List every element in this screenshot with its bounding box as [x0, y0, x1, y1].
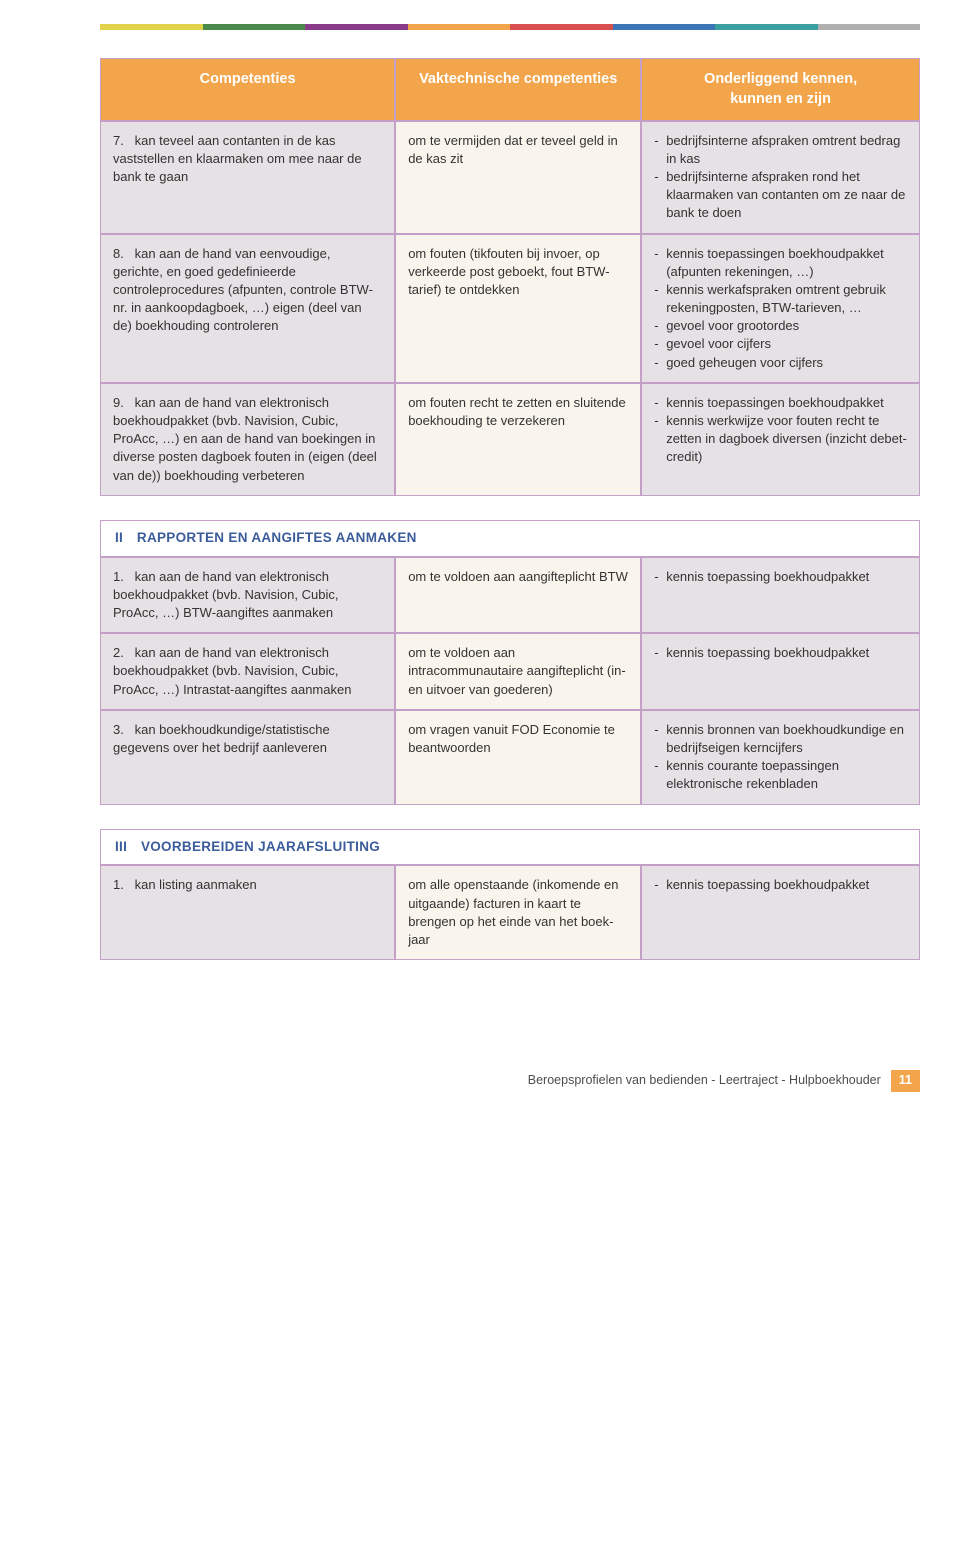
header-vaktechnische: Vaktechnische competenties — [395, 58, 641, 121]
cell-onderliggend: kennis toepassing boekhoudpakket — [641, 865, 920, 960]
header-onderliggend: Onderliggend kennen, kunnen en zijn — [641, 58, 920, 121]
cell-vaktechnisch: om alle openstaande (inkomende en uitgaa… — [395, 865, 641, 960]
top-color-stripe — [100, 24, 920, 30]
header-competenties: Competenties — [100, 58, 395, 121]
cell-onderliggend: bedrijfsinterne afspraken omtrent bedrag… — [641, 121, 920, 234]
cell-competentie: 8. kan aan de hand van eenvoudige, geric… — [100, 234, 395, 383]
cell-onderliggend: kennis toepassing boekhoudpakket — [641, 633, 920, 710]
cell-onderliggend: kennis toepassingen boekhoud­pakket (afp… — [641, 234, 920, 383]
table-row: 9. kan aan de hand van elektronisch boek… — [100, 383, 920, 496]
table-row: 1. kan listing aanmakenom alle openstaan… — [100, 865, 920, 960]
header-onderliggend-line1: Onderliggend kennen, — [704, 71, 857, 87]
cell-vaktechnisch: om te voldoen aan aangifteplicht BTW — [395, 557, 641, 634]
cell-vaktechnisch: om vragen vanuit FOD Economie te beantwo… — [395, 710, 641, 805]
header-onderliggend-line2: kunnen en zijn — [730, 91, 831, 107]
section-2-header: II RAPPORTEN EN AANGIFTES AANMAKEN — [100, 520, 920, 557]
section-3-header: III VOORBEREIDEN JAARAFSLUITING — [100, 829, 920, 866]
cell-onderliggend: kennis toepassingen boekhoud­pakketkenni… — [641, 383, 920, 496]
cell-competentie: 2. kan aan de hand van elektronisch boek… — [100, 633, 395, 710]
table-row: 2. kan aan de hand van elektronisch boek… — [100, 633, 920, 710]
section-2-title: II RAPPORTEN EN AANGIFTES AANMAKEN — [101, 520, 920, 556]
cell-vaktechnisch: om fouten (tikfouten bij invoer, op verk… — [395, 234, 641, 383]
table-row: 1. kan aan de hand van elektronisch boek… — [100, 557, 920, 634]
table-row: 3. kan boekhoudkundige/statistische gege… — [100, 710, 920, 805]
cell-competentie: 9. kan aan de hand van elektronisch boek… — [100, 383, 395, 496]
cell-vaktechnisch: om te voldoen aan intracommunautaire aan… — [395, 633, 641, 710]
cell-competentie: 3. kan boekhoudkundige/statistische gege… — [100, 710, 395, 805]
cell-vaktechnisch: om te vermijden dat er teveel geld in de… — [395, 121, 641, 234]
table-header-row: Competenties Vaktechnische competenties … — [100, 58, 920, 121]
section-3-title: III VOORBEREIDEN JAARAFSLUITING — [101, 829, 920, 865]
page-number: 11 — [891, 1070, 920, 1092]
page-footer: Beroepsprofielen van bedienden - Leertra… — [100, 1070, 920, 1092]
cell-onderliggend: kennis toepassing boekhoudpakket — [641, 557, 920, 634]
cell-vaktechnisch: om fouten recht te zetten en sluitende b… — [395, 383, 641, 496]
competencies-table-3: 1. kan listing aanmakenom alle openstaan… — [100, 865, 920, 960]
cell-competentie: 1. kan listing aanmaken — [100, 865, 395, 960]
competencies-table-1: Competenties Vaktechnische competenties … — [100, 58, 920, 496]
table-row: 7. kan teveel aan contanten in de kas va… — [100, 121, 920, 234]
cell-competentie: 1. kan aan de hand van elektronisch boek… — [100, 557, 395, 634]
competencies-table-2: 1. kan aan de hand van elektronisch boek… — [100, 557, 920, 805]
cell-onderliggend: kennis bronnen van boekhoud­kundige en b… — [641, 710, 920, 805]
footer-text: Beroepsprofielen van bedienden - Leertra… — [528, 1072, 881, 1090]
cell-competentie: 7. kan teveel aan contanten in de kas va… — [100, 121, 395, 234]
table-row: 8. kan aan de hand van eenvoudige, geric… — [100, 234, 920, 383]
